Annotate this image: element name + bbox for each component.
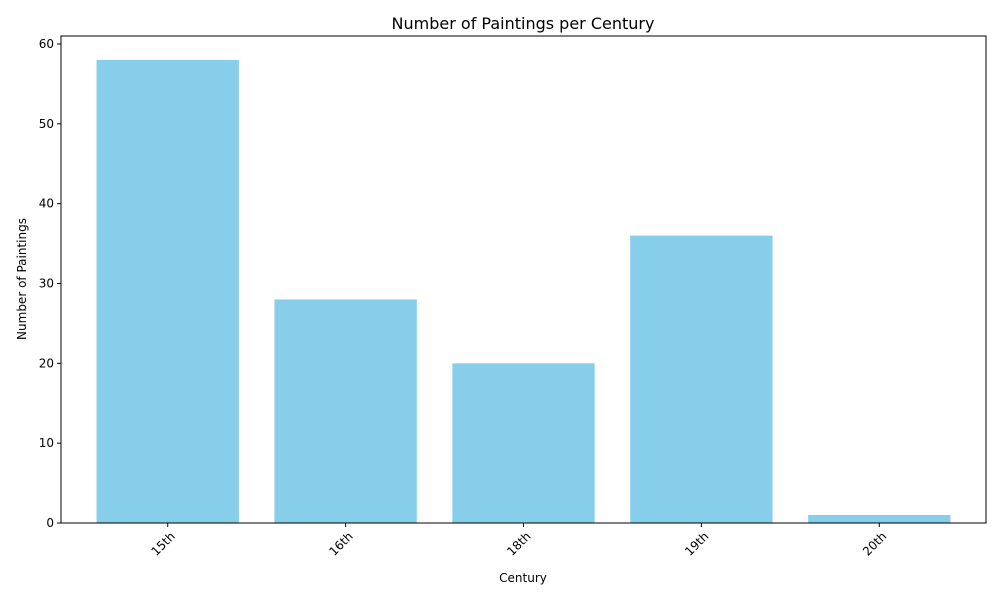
y-tick-label: 20: [39, 356, 54, 370]
x-tick-label: 18th: [504, 529, 533, 558]
bar-19th: [630, 235, 773, 524]
y-axis-label: Number of Paintings: [15, 218, 29, 340]
x-axis-ticks: 15th 16th 18th 19th 20th: [148, 523, 889, 559]
bar-20th: [808, 515, 951, 523]
x-tick-label: 15th: [148, 529, 177, 558]
y-tick-label: 50: [39, 117, 54, 131]
y-tick-label: 0: [46, 516, 54, 530]
y-tick-label: 10: [39, 436, 54, 450]
bar-16th: [274, 299, 417, 523]
x-tick-label: 16th: [326, 529, 355, 558]
plot-frame: [60, 35, 987, 524]
bar-15th: [96, 59, 239, 524]
x-axis-label: Century: [499, 571, 547, 585]
bars-group: [96, 59, 951, 524]
x-tick-label: 19th: [682, 529, 711, 558]
y-axis-ticks: 0 10 20 30 40 50 60: [39, 37, 61, 530]
y-tick-label: 60: [39, 37, 54, 51]
x-tick-label: 20th: [860, 529, 889, 558]
bar-18th: [452, 363, 595, 523]
y-tick-label: 40: [39, 197, 54, 211]
chart-title: Number of Paintings per Century: [392, 14, 655, 33]
y-tick-label: 30: [39, 276, 54, 290]
